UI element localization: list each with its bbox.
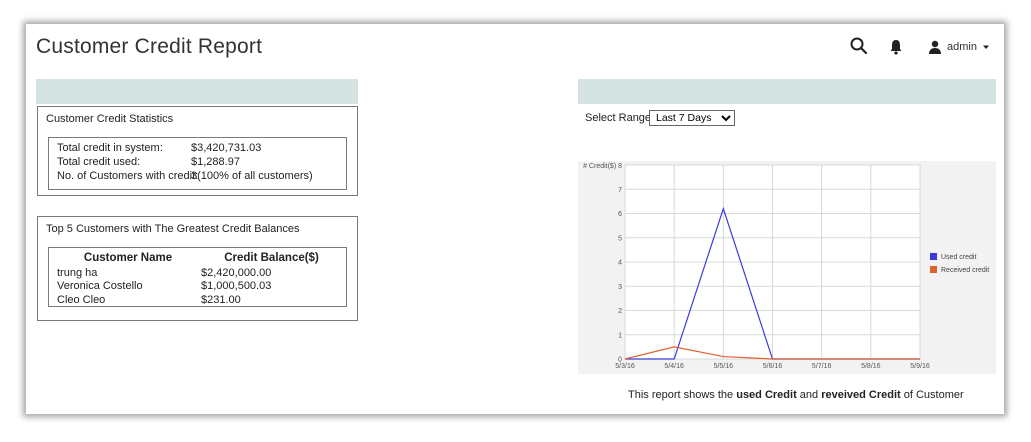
legend-swatch xyxy=(930,266,937,273)
y-tick-label: 7 xyxy=(618,187,622,194)
column-header-balance: Credit Balance($) xyxy=(224,252,319,264)
customer-name: trung ha xyxy=(57,266,98,279)
caret-down-icon xyxy=(982,45,989,49)
caption-middle: and xyxy=(796,389,822,401)
y-tick-label: 5 xyxy=(618,235,622,242)
user-icon xyxy=(929,40,941,54)
admin-menu[interactable]: admin xyxy=(928,37,990,57)
caption-prefix: This report shows the xyxy=(628,389,737,401)
y-tick-label: 0 xyxy=(618,357,622,364)
series-line-received xyxy=(624,346,920,360)
page-title: Customer Credit Report xyxy=(36,35,263,58)
y-tick-label: 6 xyxy=(618,211,622,218)
x-tick-label: 5/3/16 xyxy=(615,363,635,370)
x-tick-label: 5/9/16 xyxy=(910,363,930,370)
stat-value: 3(100% of all customers) xyxy=(191,170,313,182)
top-customers-table: Customer Name Credit Balance($) trung ha… xyxy=(57,250,344,307)
x-tick-label: 5/7/16 xyxy=(812,363,832,370)
statistics-table: Total credit in system: $3,420,731.03 To… xyxy=(48,137,347,190)
caption-used: used Credit xyxy=(736,389,797,401)
legend-label: Used credit xyxy=(941,254,976,261)
credit-line-chart: 0123456785/3/165/4/165/5/165/6/165/7/165… xyxy=(583,163,989,370)
statistics-title: Customer Credit Statistics xyxy=(46,113,174,125)
stat-value: $1,288.97 xyxy=(191,156,240,168)
top-customers-table-wrap: Customer Name Credit Balance($) trung ha… xyxy=(48,247,347,307)
report-window: Customer Credit Report admin Customer Cr… xyxy=(26,24,1004,414)
stat-value: $3,420,731.03 xyxy=(191,142,262,154)
range-select[interactable]: Last 7 Days xyxy=(649,110,735,126)
y-tick-label: 3 xyxy=(618,284,622,291)
table-row: Veronica Costello $1,000,500.03 xyxy=(57,280,344,294)
table-row: trung ha $2,420,000.00 xyxy=(57,266,344,280)
x-tick-label: 5/5/16 xyxy=(714,363,734,370)
bell-icon[interactable] xyxy=(886,37,906,57)
column-header-name: Customer Name xyxy=(83,252,173,264)
top-customers-title: Top 5 Customers with The Greatest Credit… xyxy=(46,223,300,235)
customer-name: Cleo Cleo xyxy=(57,293,106,306)
y-tick-label: 4 xyxy=(618,260,622,267)
range-label: Select Range: xyxy=(585,112,655,124)
customer-balance: $231.00 xyxy=(201,293,241,306)
left-panel-header xyxy=(36,79,358,104)
search-icon[interactable] xyxy=(849,36,869,56)
caption-suffix: of Customer xyxy=(900,389,964,401)
admin-label: admin xyxy=(947,41,977,53)
y-tick-label: 2 xyxy=(618,308,622,315)
stat-label: Total credit in system: xyxy=(57,142,163,154)
statistics-box: Customer Credit Statistics Total credit … xyxy=(37,106,358,196)
table-row: Cleo Cleo $231.00 xyxy=(57,293,344,307)
customer-balance: $1,000,500.03 xyxy=(201,280,272,293)
legend-label: Received credit xyxy=(941,267,989,274)
stat-label: No. of Customers with credit: xyxy=(57,170,199,182)
x-tick-label: 5/4/16 xyxy=(664,363,684,370)
y-tick-label: 1 xyxy=(618,332,622,339)
x-tick-label: 5/6/16 xyxy=(763,363,783,370)
stat-label: Total credit used: xyxy=(57,156,141,168)
x-tick-label: 5/8/16 xyxy=(861,363,881,370)
right-panel-header xyxy=(578,79,996,104)
top-customers-box: Top 5 Customers with The Greatest Credit… xyxy=(37,216,358,321)
legend-swatch xyxy=(930,253,937,260)
customer-balance: $2,420,000.00 xyxy=(201,266,272,279)
customer-name: Veronica Costello xyxy=(57,280,143,293)
credit-chart-area: 0123456785/3/165/4/165/5/165/6/165/7/165… xyxy=(578,161,996,374)
caption-received: reveived Credit xyxy=(821,389,901,401)
chart-caption: This report shows the used Credit and re… xyxy=(628,389,964,401)
table-header-row: Customer Name Credit Balance($) xyxy=(57,250,344,266)
y-axis-label: # Credit($) 8 xyxy=(583,163,622,170)
